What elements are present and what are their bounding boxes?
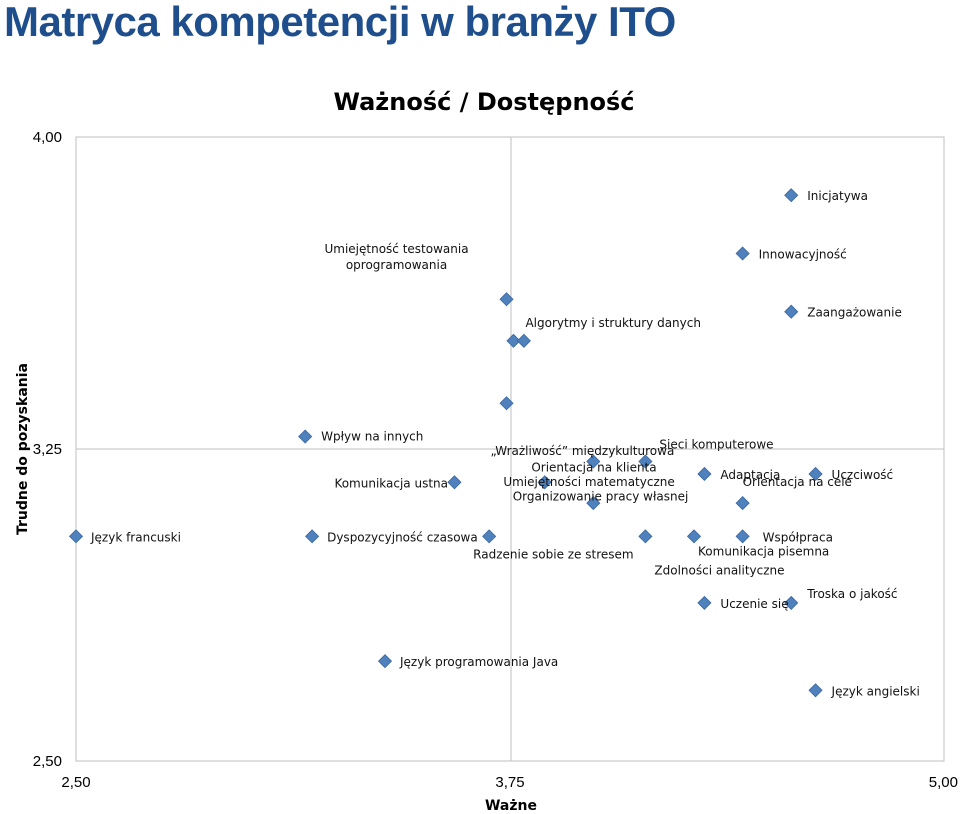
data-point-label: Język angielski [831,684,920,698]
x-axis-ticks: 2,50 3,75 5,00 [61,774,958,791]
y-tick-label: 3,25 [33,441,62,458]
data-point-label: Sieci komputerowe [659,437,773,451]
data-point-label: Zaangażowanie [807,306,902,320]
data-point-label: Zdolności analityczne [654,563,784,577]
data-point-marker [686,529,702,544]
data-labels: Inicjatywa Innowacyjność Zaangażowanie Umie… [90,189,920,698]
x-tick-label: 3,75 [495,774,524,791]
data-point-label: Orientacja na klienta [531,460,656,474]
data-point-marker [482,529,497,544]
data-point-label: Komunikacja ustna [334,476,448,490]
data-point-label: Wpływ na innych [321,430,423,444]
data-point-marker [784,595,799,610]
data-point-marker [638,454,653,469]
data-point-marker [735,529,750,544]
data-point-marker [697,595,712,610]
data-point-marker [305,529,320,544]
chart-title: Ważność / Dostępność [333,88,634,116]
data-point-label: Innowacyjność [759,247,847,261]
data-point-marker [516,333,531,348]
data-point-marker [784,188,799,203]
data-point-label: Radzenie sobie ze stresem [473,547,633,561]
data-markers [68,188,823,698]
data-point-marker [784,304,799,319]
data-point-marker [808,683,823,698]
data-point-marker [506,333,521,348]
data-point-marker [735,496,750,511]
data-point-label: Język francuski [90,530,181,544]
data-point-label: Język programowania Java [399,655,558,669]
x-axis-title: Ważne [485,798,537,814]
data-point-label: Orientacja na cele [743,475,852,489]
data-point-label: Troska o jakość [806,587,897,601]
data-point-marker [697,466,712,482]
data-point-marker [499,292,514,307]
data-point-marker [447,475,462,490]
x-tick-label: 2,50 [61,774,90,791]
data-point-label: Inicjatywa [807,189,868,203]
data-point-label: Organizowanie pracy własnej [513,489,689,503]
data-point-marker [298,429,313,444]
data-point-label: Uczciwość [832,468,894,482]
x-tick-label: 5,00 [929,774,958,791]
y-tick-label: 2,50 [33,753,62,770]
data-point-marker [808,466,823,482]
y-axis-title: Trudne do pozyskania [15,363,31,535]
data-point-marker [537,475,552,490]
data-point-marker [499,396,514,411]
slide-title: Matryca kompetencji w branży ITO [4,0,676,45]
data-point-label: Komunikacja pisemna [698,544,829,558]
data-point-label: Algorytmy i struktury danych [525,316,700,330]
y-tick-label: 4,00 [33,129,62,146]
data-point-label: Umiejętność testowania oprogramowania [324,242,468,272]
data-point-marker [735,246,750,261]
data-point-marker [638,529,653,544]
data-point-label: „Wrażliwość” międzykulturowa [491,444,675,458]
data-point-label: Adaptacja [720,468,780,482]
data-point-label: Umiejętności matematyczne [503,475,674,489]
data-point-marker [68,529,84,544]
data-point-label: Uczenie się [720,597,788,611]
data-point-label: Dyspozycyjność czasowa [327,530,478,544]
data-point-label: Współpraca [763,530,833,544]
data-point-marker [377,654,393,669]
data-point-marker [586,454,601,469]
y-axis-ticks: 2,50 3,25 4,00 [33,129,62,770]
data-point-marker [586,496,601,511]
